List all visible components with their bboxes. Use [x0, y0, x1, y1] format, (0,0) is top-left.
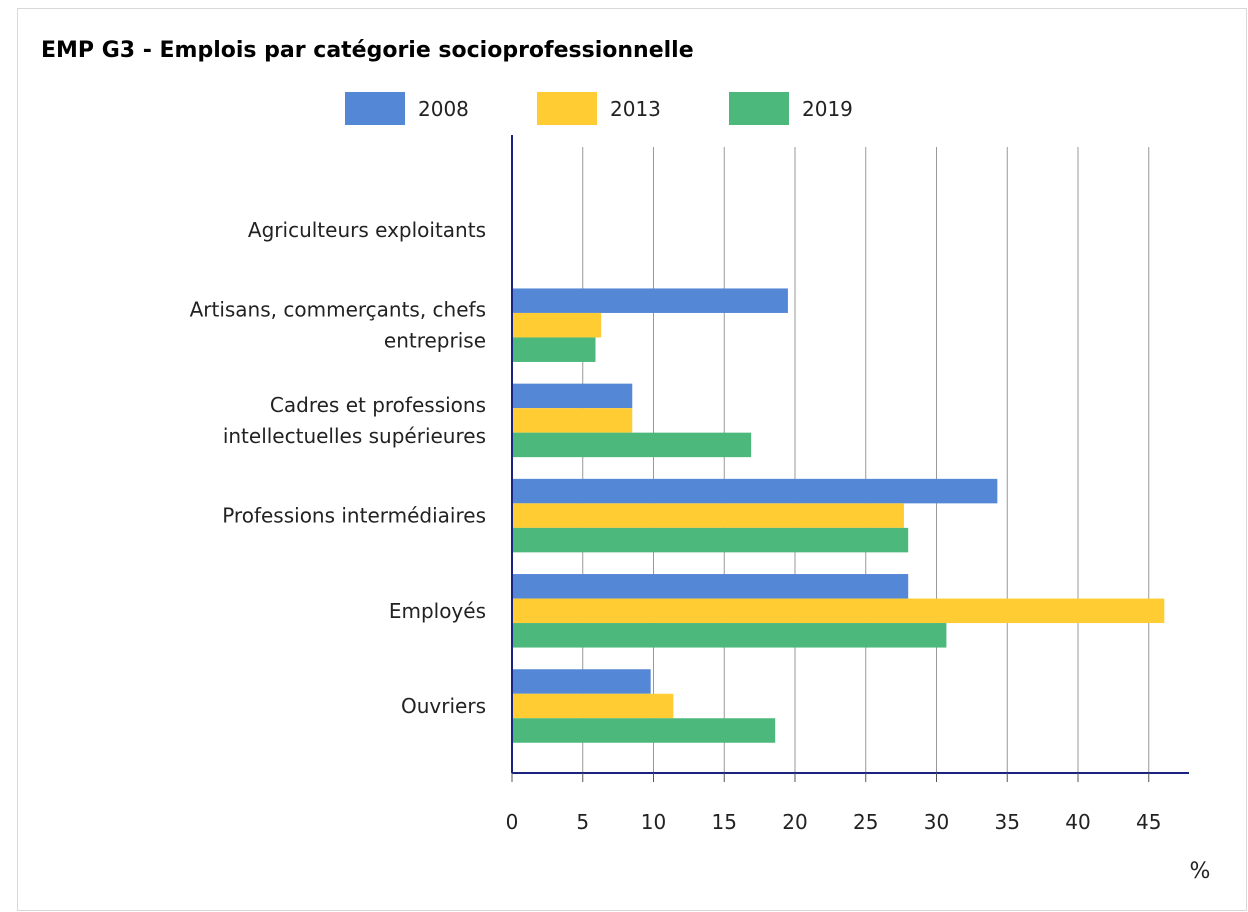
- bar-2013-5: [512, 693, 674, 719]
- x-tick-label-15: 15: [712, 810, 737, 834]
- bar-2013-2: [512, 408, 633, 433]
- x-tick-labels: 0 5 10 15 20 25 30 35 40 45: [506, 810, 1162, 834]
- bar-2008-5: [512, 669, 651, 694]
- legend-swatch-2019: [729, 92, 789, 125]
- chart-title: EMP G3 - Emplois par catégorie socioprof…: [41, 38, 694, 63]
- category-label-0-0: Agriculteurs exploitants: [248, 218, 486, 242]
- x-tick-label-20: 20: [782, 810, 807, 834]
- bars: [512, 288, 1165, 743]
- bar-2008-1: [512, 288, 788, 313]
- bar-2008-2: [512, 383, 633, 409]
- bar-2019-1: [512, 337, 596, 362]
- grid-lines: [582, 147, 1150, 773]
- bar-2019-2: [512, 432, 752, 458]
- category-label-3-0: Professions intermédiaires: [222, 504, 486, 528]
- bar-2019-5: [512, 718, 776, 743]
- x-tick-label-30: 30: [924, 810, 949, 834]
- category-label-2-0: Cadres et professions: [270, 393, 486, 417]
- x-tick-label-10: 10: [641, 810, 666, 834]
- bar-2008-4: [512, 574, 909, 599]
- axes: [511, 135, 1189, 782]
- x-tick-label-5: 5: [576, 810, 589, 834]
- category-label-5-0: Ouvriers: [401, 694, 486, 718]
- bar-2013-4: [512, 598, 1165, 624]
- chart-frame: [17, 8, 1247, 911]
- bar-2008-3: [512, 478, 998, 504]
- category-label-1-0: Artisans, commerçants, chefs: [190, 298, 486, 322]
- legend: 2008 2013 2019: [345, 92, 853, 125]
- x-unit-label: %: [1190, 859, 1211, 884]
- legend-label-2019: 2019: [802, 97, 853, 121]
- legend-label-2008: 2008: [418, 97, 469, 121]
- category-label-4-0: Employés: [389, 599, 486, 623]
- x-tick-label-45: 45: [1136, 810, 1161, 834]
- x-tick-label-40: 40: [1065, 810, 1090, 834]
- legend-swatch-2008: [345, 92, 405, 125]
- x-tick-label-0: 0: [506, 810, 519, 834]
- bar-2019-4: [512, 623, 947, 648]
- legend-label-2013: 2013: [610, 97, 661, 121]
- category-label-2-1: intellectuelles supérieures: [223, 424, 486, 448]
- bar-2013-3: [512, 503, 904, 528]
- x-tick-label-35: 35: [995, 810, 1020, 834]
- legend-swatch-2013: [537, 92, 597, 125]
- category-label-1-1: entreprise: [384, 329, 486, 353]
- bar-2019-3: [512, 527, 909, 553]
- x-tick-label-25: 25: [853, 810, 878, 834]
- bar-2013-1: [512, 312, 602, 338]
- category-labels: Agriculteurs exploitants Artisans, commer…: [190, 218, 486, 718]
